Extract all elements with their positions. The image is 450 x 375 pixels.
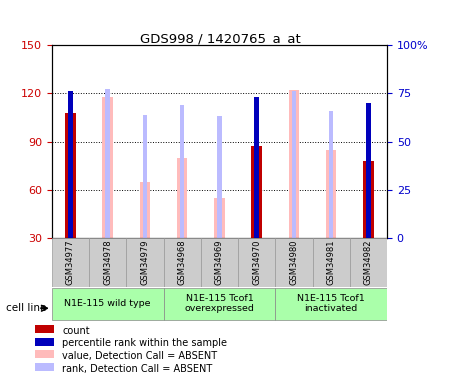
Bar <box>252 146 262 238</box>
Bar <box>163 238 201 287</box>
Bar <box>238 238 275 287</box>
Text: count: count <box>62 326 90 336</box>
Text: GSM34979: GSM34979 <box>140 240 149 285</box>
Text: GDS998 / 1420765_a_at: GDS998 / 1420765_a_at <box>140 32 301 45</box>
Text: cell line: cell line <box>6 303 46 313</box>
Bar <box>68 92 72 238</box>
Bar <box>214 198 225 238</box>
Bar <box>105 89 110 238</box>
Bar <box>292 92 296 238</box>
Bar <box>140 182 150 238</box>
Text: GSM34981: GSM34981 <box>327 240 336 285</box>
Bar <box>35 363 54 371</box>
Bar <box>35 338 54 346</box>
Bar <box>163 288 275 320</box>
Bar <box>177 158 187 238</box>
Bar <box>326 150 336 238</box>
Bar <box>350 238 387 287</box>
Bar <box>217 117 221 238</box>
Bar <box>363 161 374 238</box>
Text: GSM34968: GSM34968 <box>178 240 187 285</box>
Bar <box>366 103 371 238</box>
Bar <box>288 90 299 238</box>
Bar <box>52 238 89 287</box>
Bar <box>89 238 126 287</box>
Bar <box>201 238 238 287</box>
Bar <box>180 105 184 238</box>
Text: rank, Detection Call = ABSENT: rank, Detection Call = ABSENT <box>62 364 212 374</box>
Text: GSM34980: GSM34980 <box>289 240 298 285</box>
Text: GSM34977: GSM34977 <box>66 240 75 285</box>
Bar <box>275 288 387 320</box>
Text: N1E-115 Tcof1
overexpressed: N1E-115 Tcof1 overexpressed <box>184 294 254 314</box>
Text: GSM34978: GSM34978 <box>103 240 112 285</box>
Bar <box>35 325 54 333</box>
Text: N1E-115 wild type: N1E-115 wild type <box>64 299 151 308</box>
Bar <box>254 97 259 238</box>
Bar <box>329 111 333 238</box>
Text: percentile rank within the sample: percentile rank within the sample <box>62 338 227 348</box>
Bar <box>103 96 113 238</box>
Bar <box>126 238 163 287</box>
Bar <box>65 112 76 238</box>
Text: value, Detection Call = ABSENT: value, Detection Call = ABSENT <box>62 351 217 361</box>
Bar <box>312 238 350 287</box>
Bar <box>35 350 54 358</box>
Text: N1E-115 Tcof1
inactivated: N1E-115 Tcof1 inactivated <box>297 294 365 314</box>
Text: GSM34970: GSM34970 <box>252 240 261 285</box>
Text: GSM34982: GSM34982 <box>364 240 373 285</box>
Text: GSM34969: GSM34969 <box>215 240 224 285</box>
Bar <box>275 238 312 287</box>
Bar <box>52 288 163 320</box>
Bar <box>143 114 147 238</box>
